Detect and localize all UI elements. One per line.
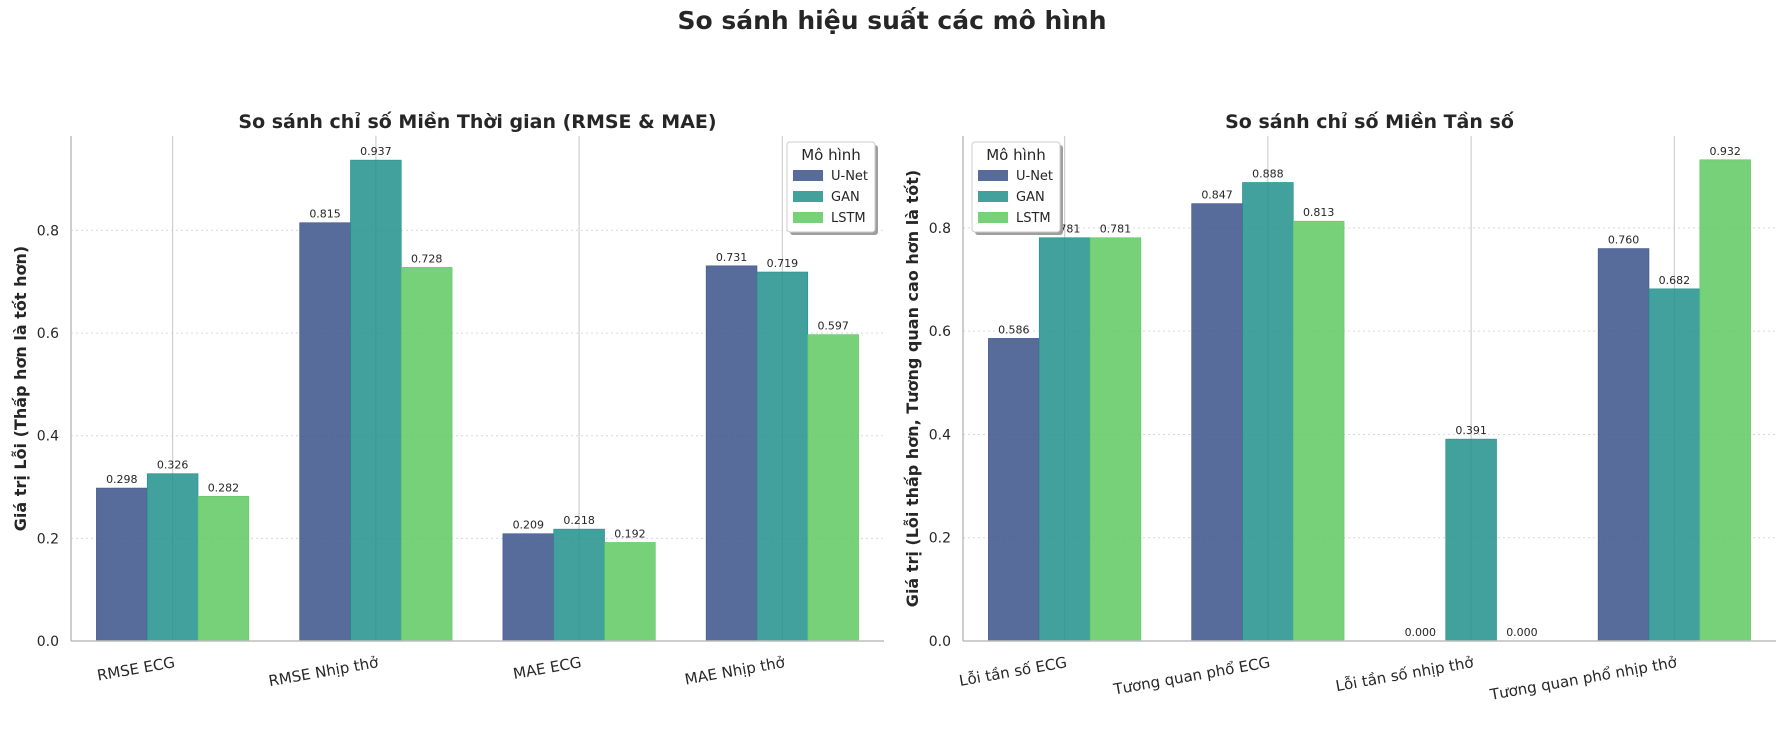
bar	[197, 495, 250, 642]
data-label: 0.937	[360, 145, 392, 158]
data-label: 0.813	[1303, 206, 1335, 219]
bar	[1038, 237, 1091, 642]
legend-title: Mô hình	[801, 146, 861, 164]
legend-label: U-Net	[831, 169, 868, 184]
y-tick-label: 0.8	[37, 223, 59, 239]
figure-title: So sánh hiệu suất các mô hình	[677, 6, 1107, 35]
data-label: 0.282	[208, 481, 240, 494]
bar	[1699, 159, 1751, 642]
data-label: 0.847	[1201, 189, 1233, 202]
bar	[1242, 182, 1294, 642]
bar	[807, 334, 859, 642]
legend: Mô hình U-Net GAN LSTM	[786, 141, 878, 235]
y-tick-label: 0.8	[929, 221, 951, 237]
legend-label: U-Net	[1016, 169, 1053, 184]
bar	[1648, 288, 1701, 642]
data-label: 0.326	[157, 459, 189, 472]
data-label: 0.682	[1659, 274, 1691, 287]
bar	[299, 222, 351, 642]
y-axis-label: Giá trị Lỗi (Thấp hơn là tốt hơn)	[11, 246, 30, 531]
y-tick-label: 0.6	[37, 326, 59, 342]
bar	[1445, 438, 1497, 642]
data-label: 0.000	[1405, 626, 1437, 639]
bar	[146, 473, 199, 642]
bar	[1089, 237, 1142, 642]
data-label: 0.728	[411, 252, 443, 265]
data-label: 0.888	[1252, 167, 1284, 180]
legend-swatch	[978, 191, 1008, 202]
y-tick-label: 0.2	[929, 531, 951, 547]
data-label: 0.218	[563, 514, 595, 527]
legend-title: Mô hình	[986, 146, 1046, 164]
legend-box	[971, 141, 1061, 233]
x-tick-label: RMSE ECG	[96, 653, 177, 684]
y-tick-label: 0.2	[37, 531, 59, 547]
chart-title: So sánh chỉ số Miền Tần số	[1225, 110, 1514, 133]
y-tick-label: 0.0	[929, 634, 951, 650]
data-label: 0.597	[817, 320, 849, 333]
legend-swatch	[793, 170, 823, 181]
bar	[96, 487, 148, 642]
data-label: 0.719	[767, 257, 799, 270]
legend-label: GAN	[1016, 190, 1045, 205]
bar	[400, 267, 453, 642]
legend-swatch	[978, 170, 1008, 181]
y-tick-label: 0.4	[37, 429, 59, 445]
x-tick-label: RMSE Nhịp thở	[267, 653, 380, 690]
bar	[553, 528, 605, 642]
data-label: 0.298	[106, 473, 138, 486]
legend-label: LSTM	[831, 211, 866, 226]
x-tick-label: MAE Nhịp thở	[683, 653, 787, 688]
bar	[1597, 248, 1650, 642]
bar	[350, 159, 402, 642]
legend-swatch	[978, 212, 1008, 223]
x-tick-label: Tương quan phổ ECG	[1111, 653, 1271, 698]
data-label: 0.815	[309, 208, 341, 221]
legend-box	[786, 141, 876, 233]
bar	[1292, 220, 1345, 642]
data-label: 0.760	[1608, 234, 1640, 247]
y-tick-label: 0.4	[929, 427, 951, 443]
bar	[604, 542, 656, 642]
bar	[756, 271, 809, 642]
bar	[1191, 203, 1243, 642]
chart-frequency-domain: 0.586 0.847 0.000 0.760 0.781 0.888 0.391 0.682…	[903, 110, 1776, 704]
data-label: 0.586	[998, 323, 1030, 336]
data-label: 0.731	[716, 251, 748, 264]
data-label: 0.192	[614, 527, 646, 540]
chart-time-domain: 0.298 0.815 0.209 0.731 0.326 0.937 0.218 0.719…	[11, 110, 884, 690]
bar	[705, 265, 758, 642]
x-tick-label: Lỗi tần số nhịp thở	[1334, 653, 1475, 695]
y-tick-label: 0.6	[929, 324, 951, 340]
legend-label: GAN	[831, 190, 860, 205]
data-label: 0.781	[1100, 223, 1132, 236]
bar	[502, 533, 555, 642]
x-tick-label: Tương quan phổ nhịp thở	[1488, 653, 1679, 704]
x-tick-label: MAE ECG	[512, 653, 583, 683]
y-tick-label: 0.0	[37, 634, 59, 650]
legend-swatch	[793, 212, 823, 223]
legend-swatch	[793, 191, 823, 202]
data-label: 0.391	[1455, 424, 1487, 437]
data-label: 0.932	[1709, 145, 1741, 158]
legend-label: LSTM	[1016, 211, 1051, 226]
x-tick-label: Lỗi tần số ECG	[958, 653, 1069, 690]
data-label: 0.209	[513, 519, 545, 532]
y-axis-label: Giá trị (Lỗi thấp hơn, Tương quan cao hơ…	[903, 170, 922, 607]
chart-title: So sánh chỉ số Miền Thời gian (RMSE & MA…	[238, 110, 716, 133]
bar	[988, 338, 1040, 642]
data-label: 0.000	[1506, 626, 1538, 639]
legend: Mô hình U-Net GAN LSTM	[971, 141, 1063, 235]
